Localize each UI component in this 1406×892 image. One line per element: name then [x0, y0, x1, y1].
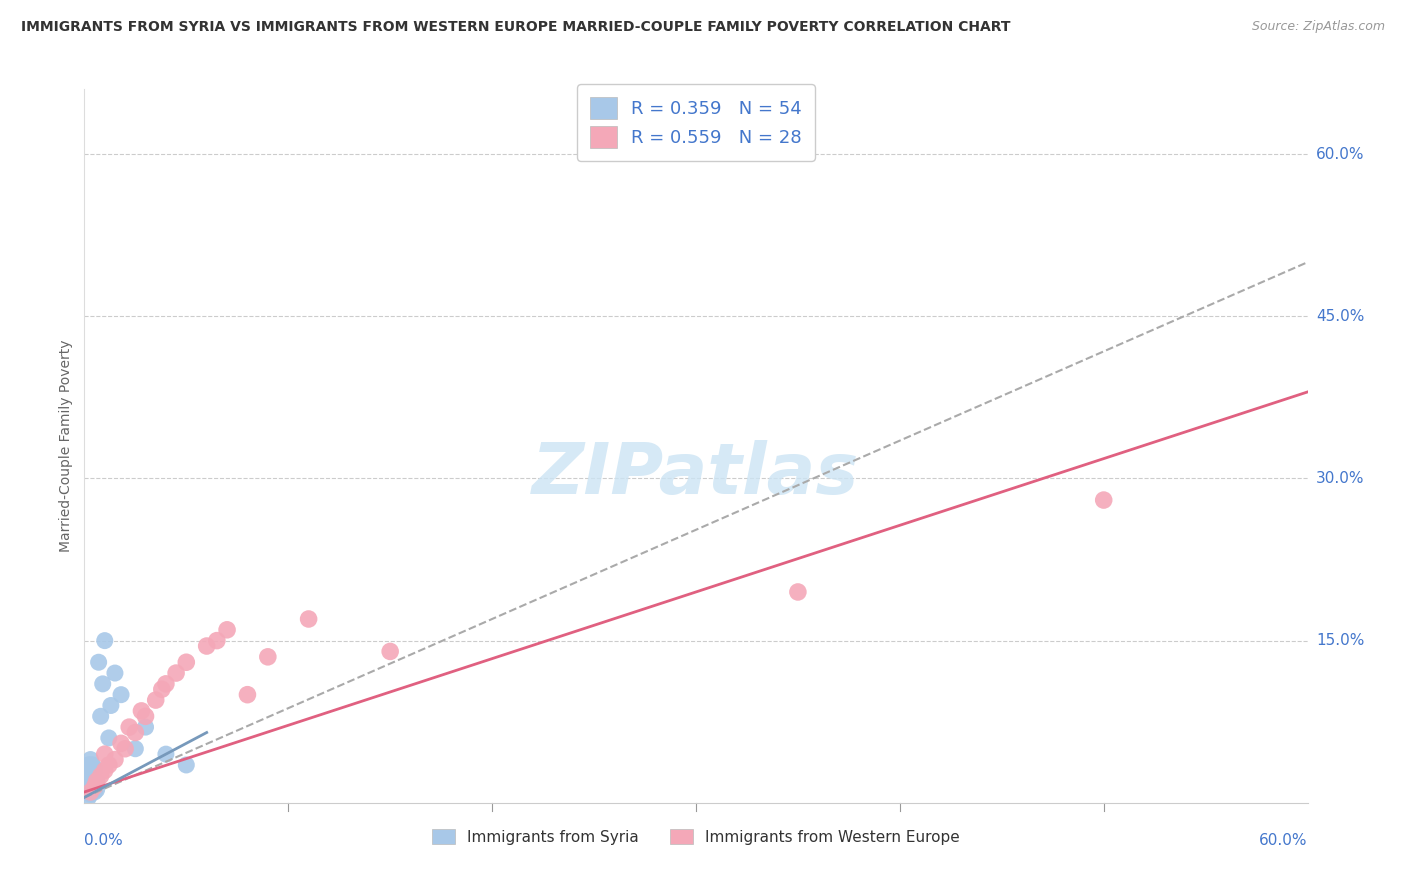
Text: Source: ZipAtlas.com: Source: ZipAtlas.com [1251, 20, 1385, 33]
Point [104, 753, 127, 767]
Text: 0.0%: 0.0% [84, 833, 124, 848]
Text: 30.0%: 30.0% [1316, 471, 1364, 486]
Point [1092, 493, 1115, 508]
Point [83, 780, 105, 794]
Point [82, 772, 104, 786]
Point [155, 747, 177, 761]
Point [82, 758, 104, 772]
Point [83, 782, 105, 797]
Point [82, 780, 104, 794]
Point [97, 731, 120, 745]
Point [110, 688, 132, 702]
Text: 60.0%: 60.0% [1260, 833, 1308, 848]
Point [90, 769, 112, 783]
Point [135, 709, 157, 723]
Point [79, 774, 101, 789]
Legend: Immigrants from Syria, Immigrants from Western Europe: Immigrants from Syria, Immigrants from W… [425, 821, 967, 852]
Point [124, 725, 146, 739]
Point [380, 644, 402, 658]
Point [79, 769, 101, 783]
Point [79, 776, 101, 790]
Point [79, 765, 101, 780]
Point [86, 782, 108, 797]
Point [118, 720, 141, 734]
Text: 60.0%: 60.0% [1316, 146, 1364, 161]
Point [150, 682, 173, 697]
Point [131, 704, 153, 718]
Text: 15.0%: 15.0% [1316, 633, 1364, 648]
Text: ZIPatlas: ZIPatlas [533, 440, 859, 509]
Point [205, 633, 228, 648]
Point [83, 776, 105, 790]
Point [79, 753, 101, 767]
Point [79, 772, 101, 786]
Point [82, 765, 104, 780]
Point [77, 764, 100, 778]
Point [83, 780, 105, 794]
Point [195, 639, 218, 653]
Point [77, 772, 100, 786]
Point [83, 785, 105, 799]
Point [86, 776, 108, 790]
Text: 45.0%: 45.0% [1316, 309, 1364, 324]
Point [93, 633, 115, 648]
Point [82, 769, 104, 783]
Point [145, 693, 167, 707]
Point [75, 780, 97, 794]
Point [104, 666, 127, 681]
Point [82, 774, 104, 789]
Point [77, 774, 100, 789]
Point [135, 720, 157, 734]
Point [79, 785, 101, 799]
Point [155, 677, 177, 691]
Point [298, 612, 321, 626]
Point [114, 741, 136, 756]
Point [79, 785, 101, 799]
Point [124, 741, 146, 756]
Point [87, 655, 110, 669]
Point [86, 774, 108, 789]
Point [100, 698, 122, 713]
Point [97, 758, 120, 772]
Point [79, 787, 101, 801]
Point [236, 688, 259, 702]
Point [83, 764, 105, 778]
Point [82, 765, 104, 780]
Point [86, 776, 108, 790]
Point [90, 709, 112, 723]
Point [77, 769, 100, 783]
Point [82, 761, 104, 775]
Y-axis label: Married-Couple Family Poverty: Married-Couple Family Poverty [59, 340, 73, 552]
Point [82, 780, 104, 794]
Point [217, 623, 239, 637]
Text: IMMIGRANTS FROM SYRIA VS IMMIGRANTS FROM WESTERN EUROPE MARRIED-COUPLE FAMILY PO: IMMIGRANTS FROM SYRIA VS IMMIGRANTS FROM… [21, 20, 1011, 34]
Point [77, 782, 100, 797]
Point [165, 666, 187, 681]
Point [91, 677, 114, 691]
Point [77, 758, 100, 772]
Point [83, 780, 105, 794]
Point [83, 761, 105, 775]
Point [787, 585, 810, 599]
Point [79, 785, 101, 799]
Point [79, 785, 101, 799]
Point [110, 736, 132, 750]
Point [174, 655, 197, 669]
Point [93, 764, 115, 778]
Point [82, 764, 104, 778]
Point [174, 758, 197, 772]
Point [77, 790, 100, 805]
Point [83, 774, 105, 789]
Point [77, 769, 100, 783]
Point [257, 649, 280, 664]
Point [79, 758, 101, 772]
Point [93, 747, 115, 761]
Point [86, 774, 108, 789]
